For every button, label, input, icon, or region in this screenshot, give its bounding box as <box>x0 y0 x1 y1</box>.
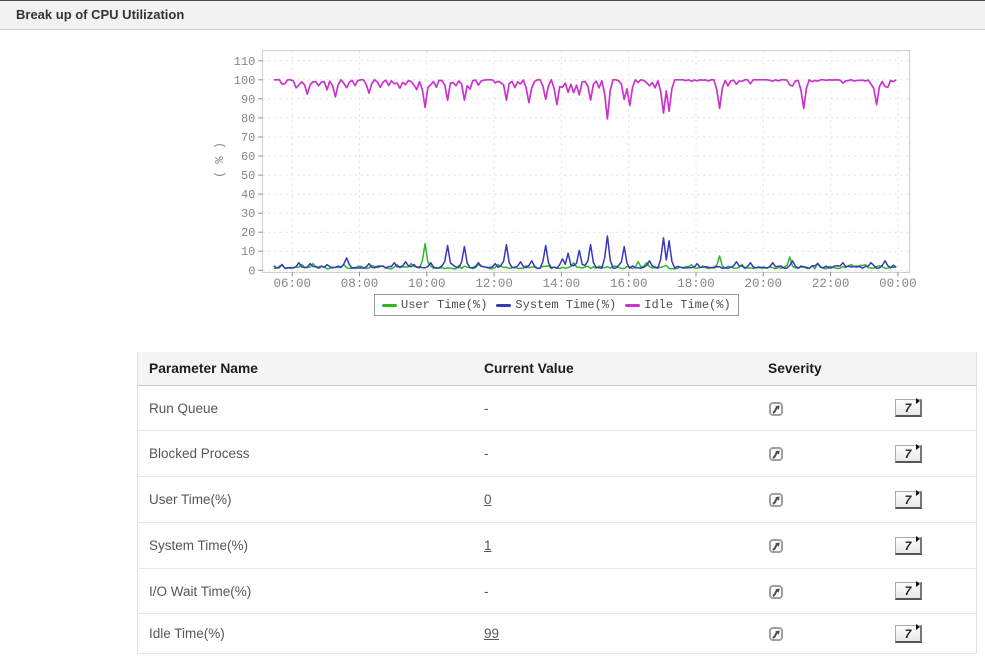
svg-text:14:00: 14:00 <box>543 277 581 291</box>
svg-text:30: 30 <box>241 207 255 221</box>
svg-text:12:00: 12:00 <box>475 277 513 291</box>
svg-text:60: 60 <box>241 150 255 164</box>
svg-text:06:00: 06:00 <box>273 277 311 291</box>
svg-text:100: 100 <box>234 74 256 88</box>
svg-text:50: 50 <box>241 169 255 183</box>
svg-text:18:00: 18:00 <box>677 277 715 291</box>
svg-text:00:00: 00:00 <box>879 277 917 291</box>
svg-text:08:00: 08:00 <box>341 277 379 291</box>
svg-text:80: 80 <box>241 112 255 126</box>
svg-text:( % ): ( % ) <box>213 142 227 178</box>
svg-text:110: 110 <box>234 55 256 69</box>
svg-text:70: 70 <box>241 131 255 145</box>
svg-text:90: 90 <box>241 93 255 107</box>
svg-text:10: 10 <box>241 245 255 259</box>
svg-text:22:00: 22:00 <box>812 277 850 291</box>
svg-text:0: 0 <box>248 264 255 278</box>
svg-text:16:00: 16:00 <box>610 277 648 291</box>
svg-text:10:00: 10:00 <box>408 277 446 291</box>
svg-text:40: 40 <box>241 188 255 202</box>
svg-text:20: 20 <box>241 226 255 240</box>
svg-text:20:00: 20:00 <box>745 277 783 291</box>
